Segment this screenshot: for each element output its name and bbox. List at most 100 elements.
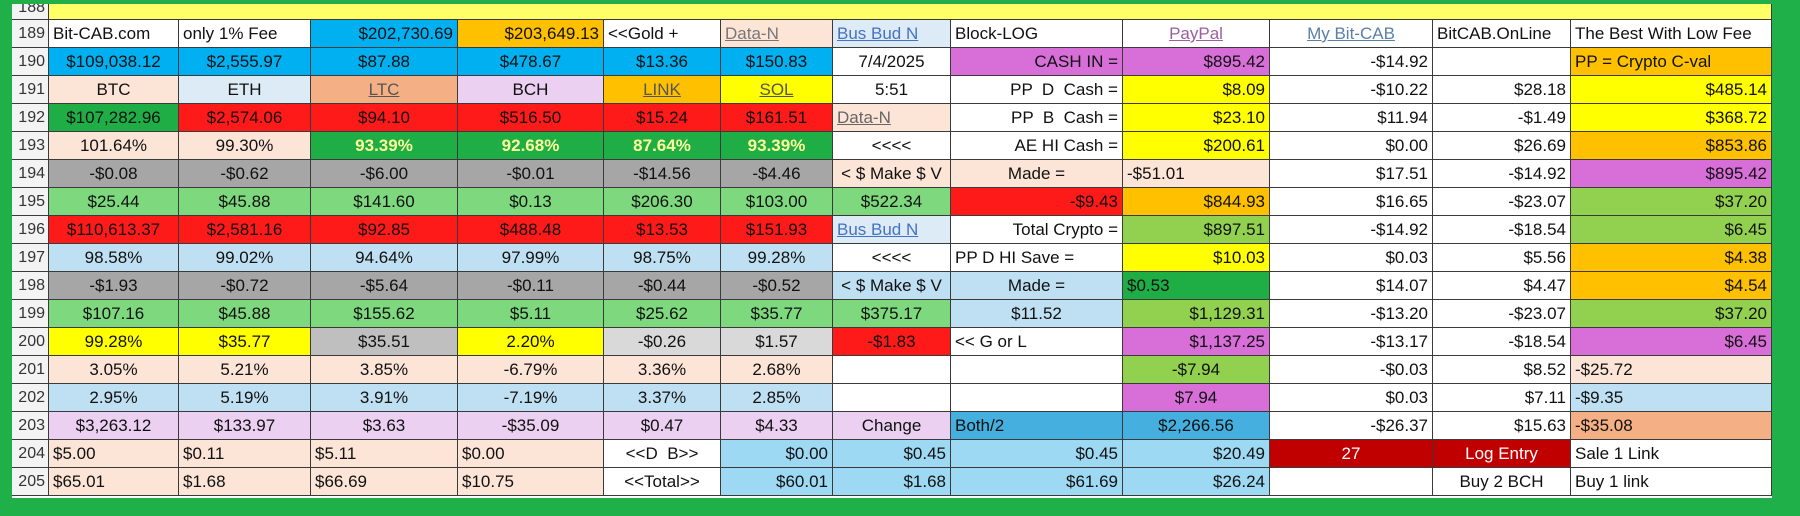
cell: 3.05% xyxy=(49,356,179,384)
cell: $6.45 xyxy=(1571,216,1772,244)
cell: 5.19% xyxy=(179,384,311,412)
cell: Buy 1 link xyxy=(1571,468,1772,496)
cell: $28.18 xyxy=(1433,76,1571,104)
cell: $2,555.97 xyxy=(179,48,311,76)
cell[interactable]: Bus Bud N xyxy=(833,216,951,244)
row-header: 204 xyxy=(12,440,49,468)
cell: 99.30% xyxy=(179,132,311,160)
cell: -$14.92 xyxy=(1433,160,1571,188)
cell: $60.01 xyxy=(721,468,833,496)
cell: $35.77 xyxy=(179,328,311,356)
cell: $26.69 xyxy=(1433,132,1571,160)
cell: $7.94 xyxy=(1123,384,1270,412)
cell: $203,649.13 xyxy=(458,20,604,48)
cell: $133.97 xyxy=(179,412,311,440)
cell: $11.52 xyxy=(951,300,1123,328)
cell[interactable]: Data-N xyxy=(833,104,951,132)
row-header: 194 xyxy=(12,160,49,188)
cell[interactable]: Bus Bud N xyxy=(833,20,951,48)
cell: $2,266.56 xyxy=(1123,412,1270,440)
cell: $0.11 xyxy=(179,440,311,468)
cell: <<D B>> xyxy=(604,440,721,468)
cell: 3.37% xyxy=(604,384,721,412)
cell[interactable]: Data-N xyxy=(721,20,833,48)
cell: $3.63 xyxy=(311,412,458,440)
cell: $368.72 xyxy=(1571,104,1772,132)
cell: $161.51 xyxy=(721,104,833,132)
cell: -$14.56 xyxy=(604,160,721,188)
cell: $13.36 xyxy=(604,48,721,76)
cell: 2.95% xyxy=(49,384,179,412)
cell: -$35.09 xyxy=(458,412,604,440)
row-header: 188 xyxy=(12,4,49,20)
cell: 5.21% xyxy=(179,356,311,384)
cell: -7.19% xyxy=(458,384,604,412)
cell: $61.69 xyxy=(951,468,1123,496)
cell: AE HI Cash = xyxy=(951,132,1123,160)
cell: <<<< xyxy=(833,132,951,160)
cell: $66.69 xyxy=(311,468,458,496)
cell[interactable]: LINK xyxy=(604,76,721,104)
cell: -$13.20 xyxy=(1270,300,1433,328)
cell: 99.28% xyxy=(49,328,179,356)
cell: 2.20% xyxy=(458,328,604,356)
cell: 98.75% xyxy=(604,244,721,272)
cell: -$7.94 xyxy=(1123,356,1270,384)
cell: <<Total>> xyxy=(604,468,721,496)
cell: -$13.17 xyxy=(1270,328,1433,356)
cell[interactable]: SOL xyxy=(721,76,833,104)
cell: Block-LOG xyxy=(951,20,1123,48)
cell: Total Crypto = xyxy=(951,216,1123,244)
cell: Both/2 xyxy=(951,412,1123,440)
cell: $5.56 xyxy=(1433,244,1571,272)
cell: only 1% Fee xyxy=(179,20,311,48)
cell[interactable]: PayPal xyxy=(1123,20,1270,48)
cell: <<<< xyxy=(833,244,951,272)
cell: $0.13 xyxy=(458,188,604,216)
cell: BTC xyxy=(49,76,179,104)
cell: $844.93 xyxy=(1123,188,1270,216)
cell: $8.09 xyxy=(1123,76,1270,104)
cell: -$0.72 xyxy=(179,272,311,300)
cell: -$5.64 xyxy=(311,272,458,300)
cell: 2.68% xyxy=(721,356,833,384)
cell: Made = xyxy=(951,160,1123,188)
cell xyxy=(951,384,1123,412)
cell: <<Gold + xyxy=(604,20,721,48)
cell: 87.64% xyxy=(604,132,721,160)
cell: $45.88 xyxy=(179,300,311,328)
cell: $65.01 xyxy=(49,468,179,496)
cell: $853.86 xyxy=(1571,132,1772,160)
cell xyxy=(1270,468,1433,496)
cell: Buy 2 BCH xyxy=(1433,468,1571,496)
cell: $0.45 xyxy=(951,440,1123,468)
cell: $37.20 xyxy=(1571,188,1772,216)
cell: Change xyxy=(833,412,951,440)
cell: $0.00 xyxy=(1270,132,1433,160)
cell: 94.64% xyxy=(311,244,458,272)
cell: $20.49 xyxy=(1123,440,1270,468)
cell: -$1.83 xyxy=(833,328,951,356)
cell: The Best With Low Fee xyxy=(1571,20,1772,48)
cell[interactable]: LTC xyxy=(311,76,458,104)
cell: $2,581.16 xyxy=(179,216,311,244)
cell: $107,282.96 xyxy=(49,104,179,132)
cell: $23.10 xyxy=(1123,104,1270,132)
cell: $87.88 xyxy=(311,48,458,76)
cell: $516.50 xyxy=(458,104,604,132)
cell: 93.39% xyxy=(721,132,833,160)
cell: << G or L xyxy=(951,328,1123,356)
cell: $206.30 xyxy=(604,188,721,216)
cell[interactable]: My Bit-CAB xyxy=(1270,20,1433,48)
cell: < $ Make $ V xyxy=(833,272,951,300)
cell: PP B Cash = xyxy=(951,104,1123,132)
cell: 2.85% xyxy=(721,384,833,412)
row-header: 195 xyxy=(12,188,49,216)
row-header: 198 xyxy=(12,272,49,300)
top-strip xyxy=(49,4,1772,20)
cell: 5:51 xyxy=(833,76,951,104)
cell: 97.99% xyxy=(458,244,604,272)
cell: $35.51 xyxy=(311,328,458,356)
cell: $485.14 xyxy=(1571,76,1772,104)
cell: $5.00 xyxy=(49,440,179,468)
